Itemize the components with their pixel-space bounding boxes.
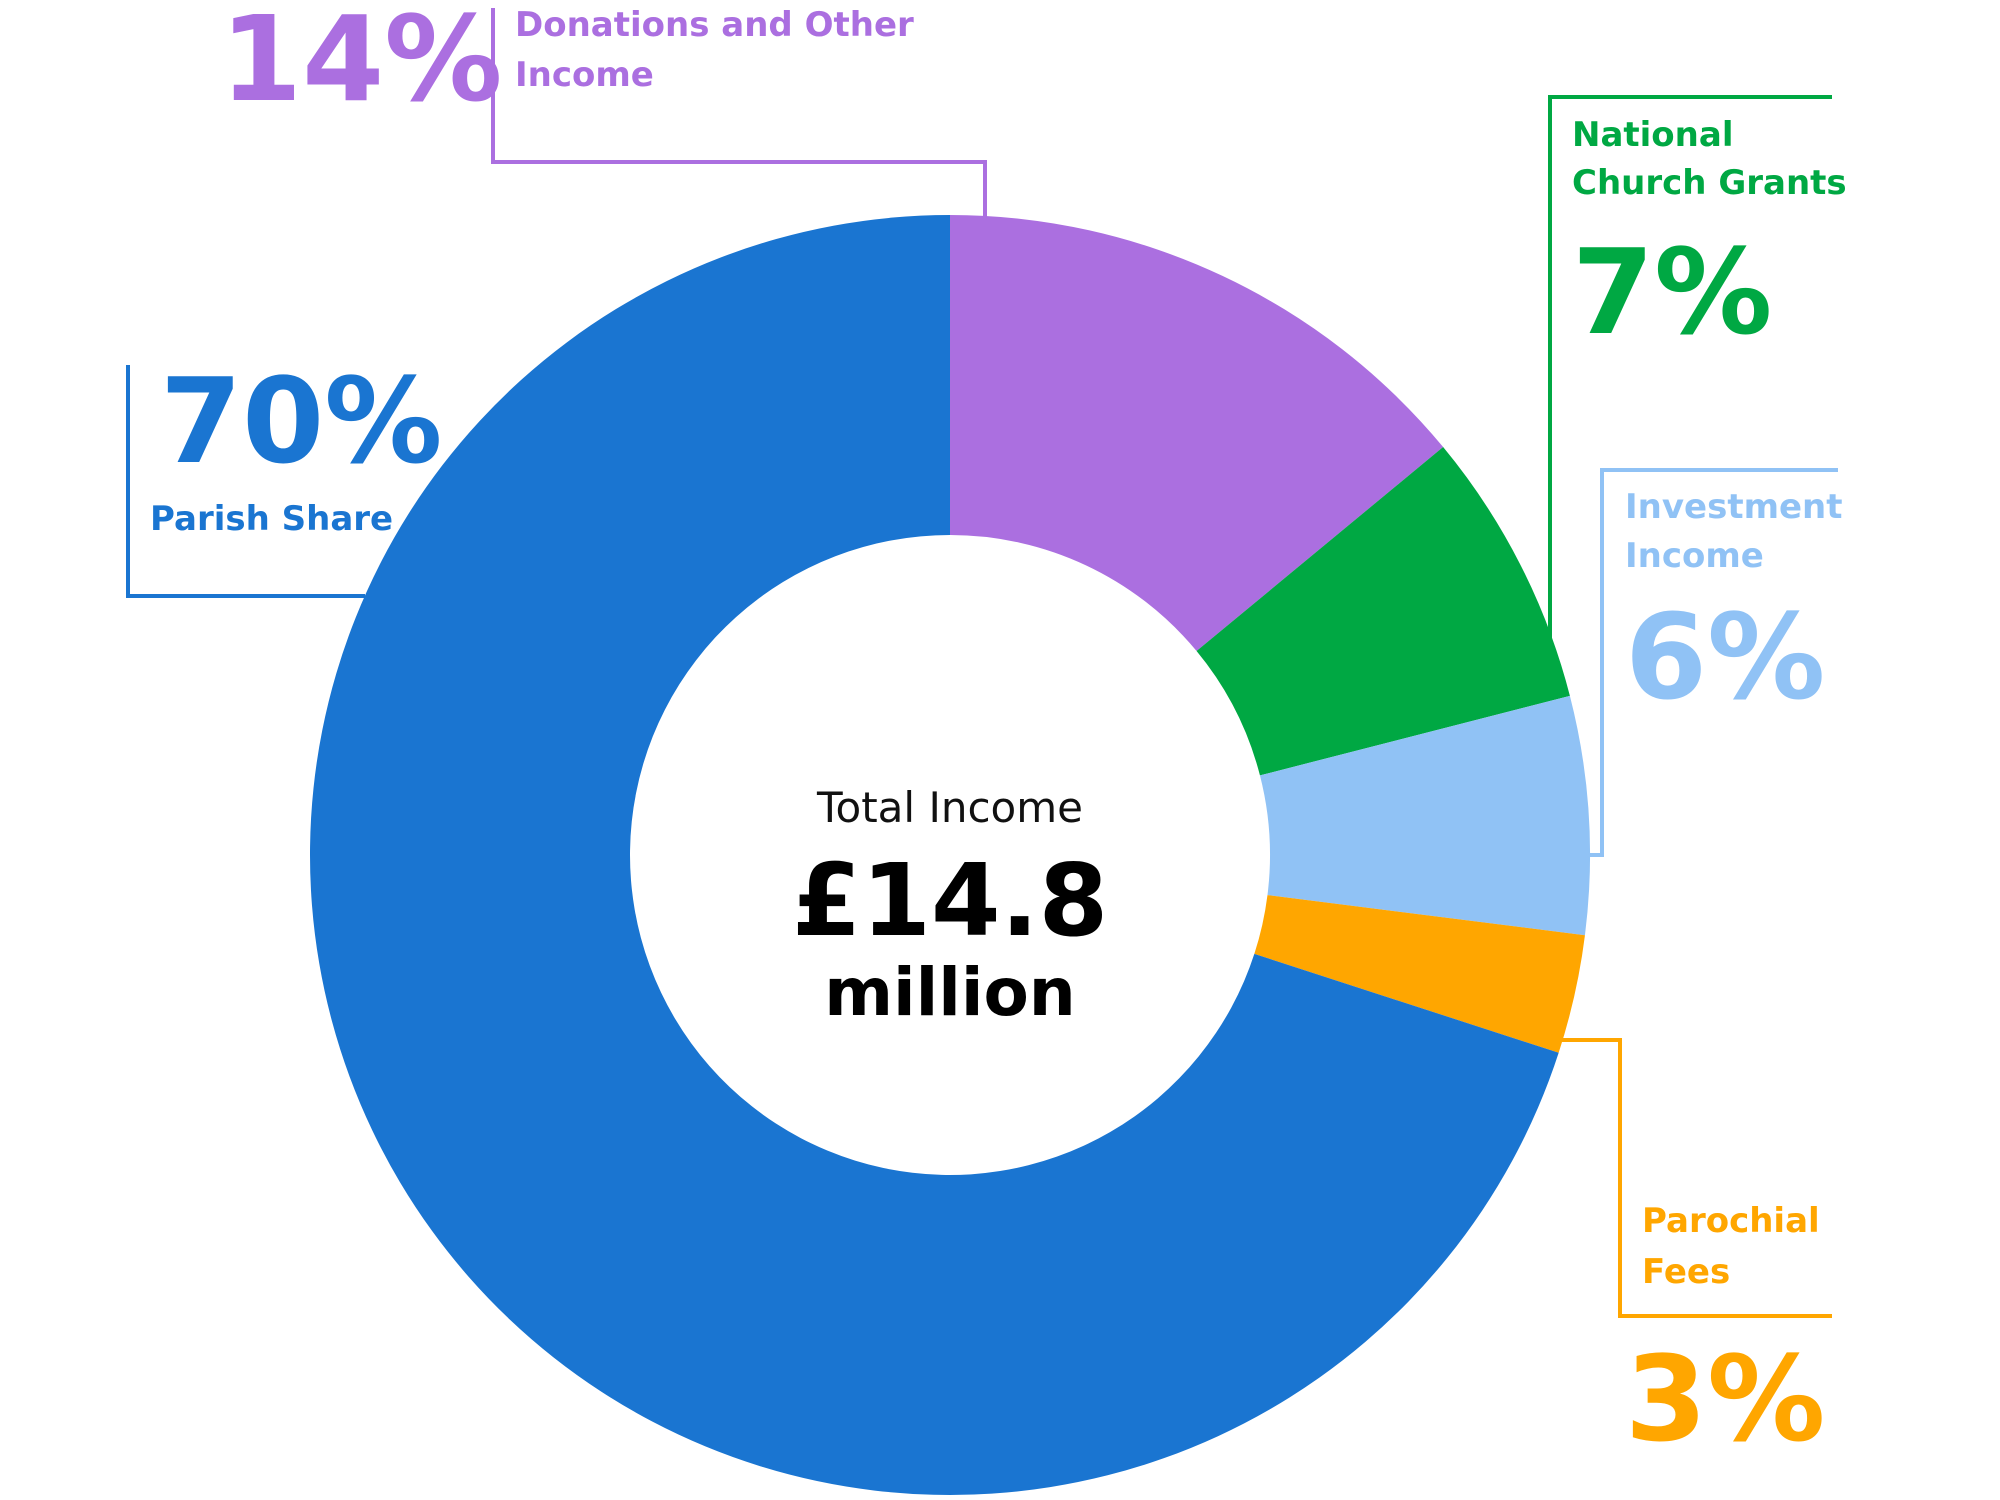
slice-parochial-fees [1254,895,1585,1053]
slice-donations-and-other-income [950,215,1444,652]
percent-label-parish-share: 70% [160,352,442,490]
slice-callouts: 14% Donations and Other Income 7% National Ch… [126,0,1847,1468]
donut-slices [309,215,1590,1495]
slice-parish-share [309,215,1559,1495]
center-label: Total Income £14.8 million [792,783,1108,1031]
center-unit: million [824,954,1076,1031]
percent-label-donations-and-other-income: 14% [220,0,502,128]
category-label-national-church-grants: National [1572,115,1733,155]
category-label-investment-income: Income [1625,536,1764,576]
leader-line-national-church-grants [1548,95,1832,643]
category-label-investment-income: Investment [1625,487,1843,527]
center-value: £14.8 [792,842,1108,959]
percent-label-investment-income: 6% [1625,588,1825,726]
leader-line-donations-and-other-income [491,8,987,217]
category-label-donations-and-other-income: Donations and Other [515,5,914,45]
leader-line-parochial-fees [1560,1038,1832,1318]
category-label-parish-share: Parish Share [150,499,393,539]
slice-investment-income [1259,695,1590,936]
category-label-national-church-grants: Church Grants [1572,163,1847,203]
percent-label-parochial-fees: 3% [1625,1330,1825,1468]
percent-label-national-church-grants: 7% [1572,223,1772,361]
slice-national-church-grants [1196,447,1570,776]
category-label-parochial-fees: Fees [1642,1252,1730,1292]
category-label-donations-and-other-income: Income [515,55,654,95]
leader-line-investment-income [1590,468,1838,857]
leader-line-parish-share [126,365,365,598]
category-label-parochial-fees: Parochial [1642,1201,1820,1241]
center-caption: Total Income [816,783,1083,832]
